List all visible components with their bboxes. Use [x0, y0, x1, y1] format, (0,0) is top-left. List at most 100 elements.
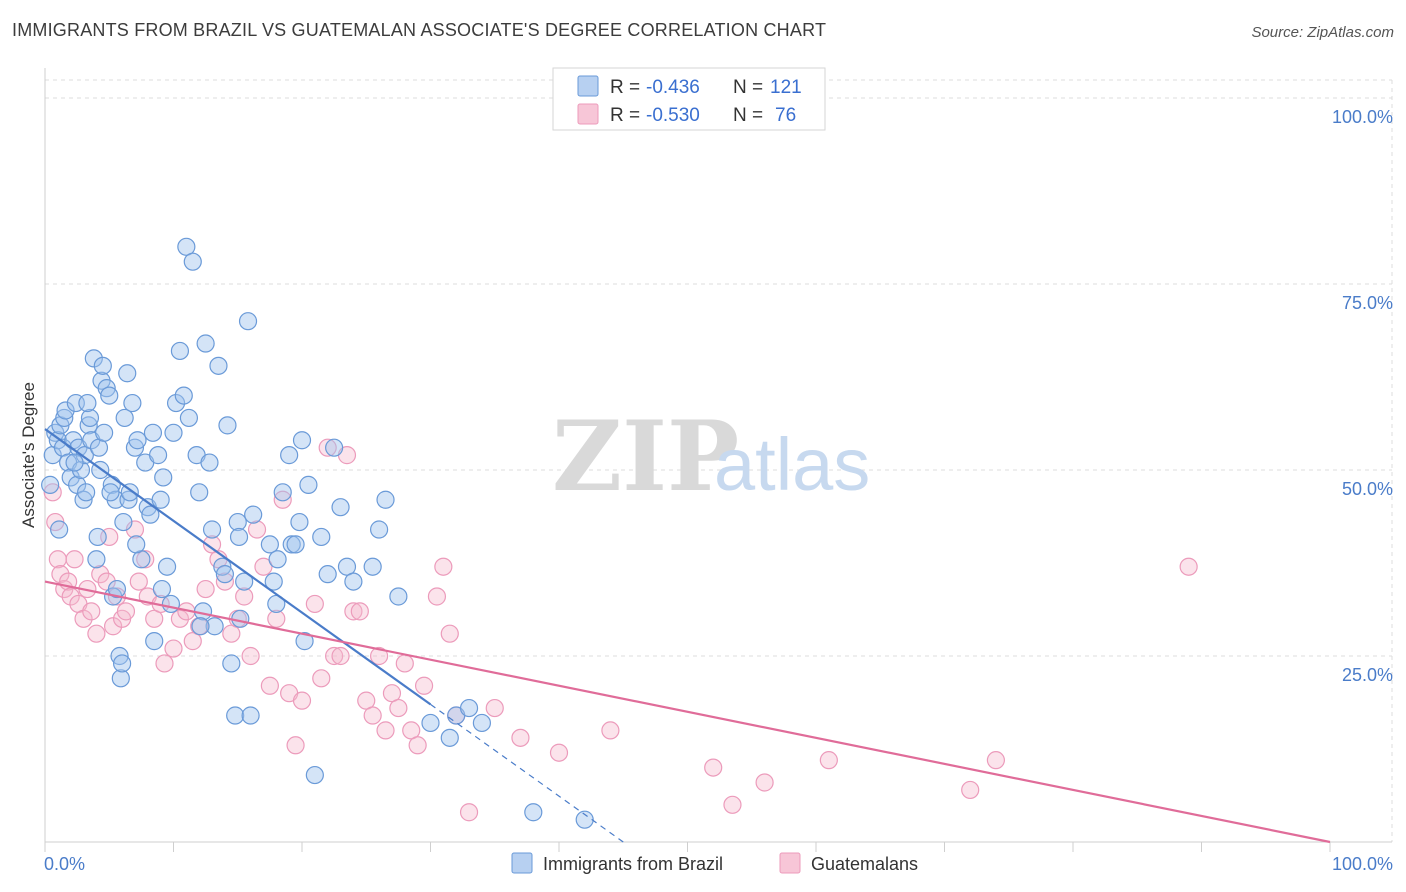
legend-r-label-1: R =: [610, 77, 640, 98]
brazil-point: [231, 609, 250, 628]
guatemalan-point: [241, 646, 260, 666]
trend-lines: [44, 428, 1331, 844]
guatemalan-point: [549, 743, 569, 762]
brazil-point: [179, 408, 199, 428]
guatemalan-point: [325, 646, 344, 666]
x-tick-labels: 0.0% 100.0%: [44, 854, 1393, 874]
guatemalan-point: [601, 721, 620, 740]
watermark: ZIP atlas: [552, 400, 870, 513]
guatemalan-point: [408, 736, 427, 755]
guatemalan-point: [82, 602, 101, 621]
brazil-point: [78, 393, 97, 413]
guatemalan-point: [87, 624, 106, 643]
brazil-point: [118, 364, 137, 383]
guatemalan-point: [273, 490, 292, 509]
guatemalan-point: [136, 550, 155, 569]
bottom-legend-label-guatemalans: Guatemalans: [811, 854, 918, 874]
brazil-point: [421, 713, 440, 733]
brazil-point: [264, 572, 283, 591]
brazil-point: [88, 527, 107, 547]
guatemalan-point: [247, 520, 267, 539]
brazil-point: [161, 594, 181, 614]
brazil-point: [226, 706, 245, 725]
brazil-point: [244, 505, 263, 524]
brazil-point: [183, 252, 202, 271]
bottom-legend-label-brazil: Immigrants from Brazil: [543, 854, 723, 874]
brazil-point: [286, 535, 305, 554]
legend-n-value-1: 121: [770, 77, 802, 98]
guatemalan-trend-line: [44, 580, 1331, 844]
brazil-point: [524, 803, 543, 822]
legend-n-label-2: N =: [733, 105, 763, 126]
brazil-point: [79, 416, 98, 435]
brazil-point: [238, 312, 258, 331]
y-tick-label: 100.0%: [1332, 107, 1393, 127]
brazil-point: [344, 572, 363, 591]
guatemalan-point: [51, 565, 70, 584]
brazil-point: [292, 431, 312, 450]
brazil-point: [318, 565, 337, 584]
guatemalan-point: [363, 706, 382, 725]
legend-swatch-pink: [577, 103, 599, 125]
guatemalan-point: [1179, 557, 1198, 576]
brazil-point: [222, 654, 241, 673]
brazil-point: [472, 713, 491, 733]
guatemalan-point: [116, 602, 136, 621]
guatemalan-point: [305, 594, 324, 614]
brazil-point: [145, 632, 164, 651]
guatemalan-point: [986, 751, 1006, 770]
brazil-point: [282, 535, 301, 554]
guatemalan-point: [331, 646, 350, 666]
guatemalan-point: [267, 609, 286, 628]
brazil-point: [95, 423, 114, 442]
brazil-point: [290, 512, 309, 532]
guatemalan-point: [260, 676, 279, 695]
brazil-point: [164, 423, 183, 442]
brazil-point: [93, 356, 112, 375]
guatemalan-point: [389, 698, 408, 718]
brazil-trend-extension: [430, 703, 624, 843]
guatemalan-point: [961, 780, 980, 800]
guatemalan-point: [755, 773, 774, 792]
x-tick-label: 0.0%: [44, 854, 85, 874]
guatemalan-point: [74, 609, 93, 628]
brazil-point: [389, 587, 408, 606]
brazil-point: [115, 408, 134, 428]
brazil-point: [120, 483, 139, 502]
guatemalan-point: [235, 587, 254, 606]
brazil-point: [209, 356, 228, 375]
brazil-point: [41, 475, 60, 494]
brazil-point: [174, 386, 193, 405]
brazil-point: [363, 557, 382, 576]
brazil-point: [50, 520, 69, 539]
legend-n-label-1: N =: [733, 77, 763, 98]
guatemalan-point: [43, 483, 62, 502]
brazil-point: [87, 550, 106, 569]
guatemalan-point: [819, 751, 838, 770]
guatemalan-point: [129, 572, 148, 591]
brazil-point: [295, 632, 314, 651]
brazil-point: [218, 416, 237, 435]
brazil-point: [196, 334, 215, 353]
bottom-legend-swatch-blue: [511, 852, 533, 874]
brazil-point: [213, 557, 232, 576]
bottom-legend-swatch-pink: [779, 852, 801, 874]
brazil-point: [56, 401, 75, 420]
brazil-point: [200, 453, 219, 472]
brazil-point: [440, 728, 459, 747]
brazil-point: [100, 386, 119, 405]
brazil-point: [128, 431, 147, 450]
watermark-zip: ZIP: [552, 400, 739, 513]
guatemalan-point: [65, 550, 84, 569]
guatemalan-point: [434, 557, 453, 576]
brazil-point: [241, 706, 260, 725]
guatemalan-point: [370, 646, 389, 666]
legend-swatch-blue: [577, 75, 599, 97]
brazil-point: [125, 438, 145, 457]
brazil-point: [123, 393, 142, 413]
brazil-point: [114, 512, 133, 532]
brazil-point: [61, 468, 80, 487]
brazil-point: [143, 423, 163, 442]
brazil-point: [97, 379, 116, 398]
y-tick-label: 75.0%: [1342, 293, 1393, 313]
